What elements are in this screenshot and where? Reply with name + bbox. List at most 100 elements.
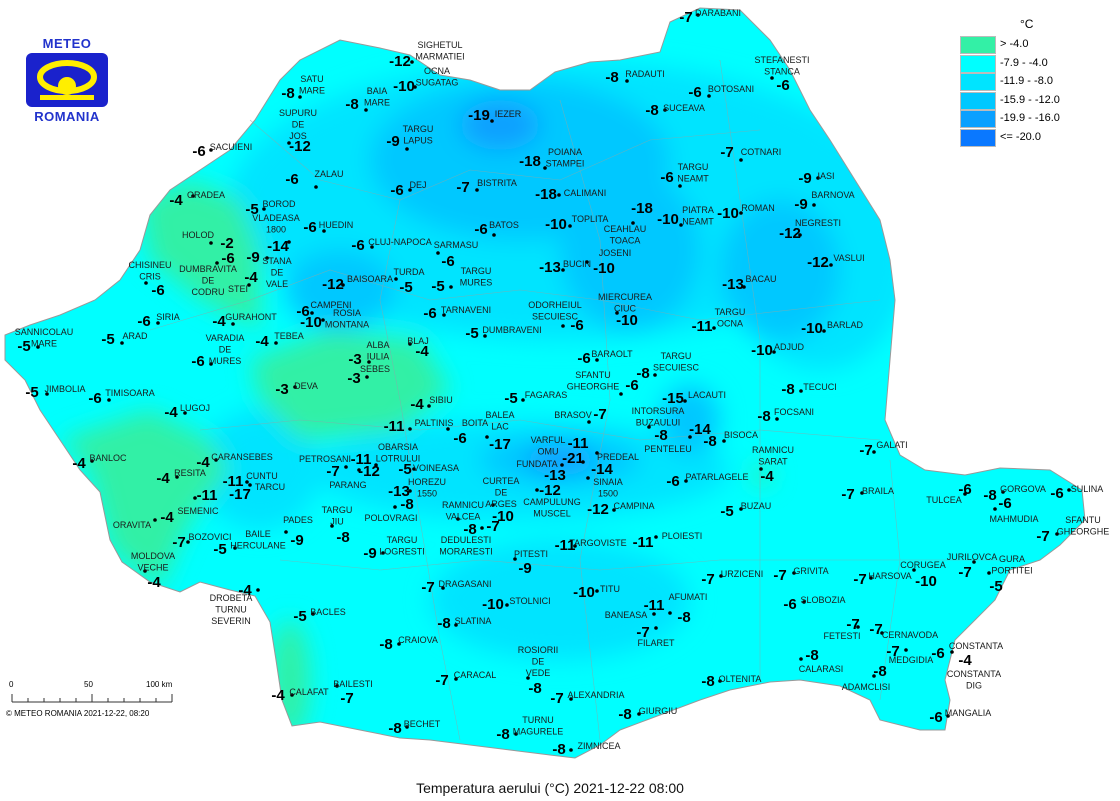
station-temperature: -4 <box>238 582 252 599</box>
station-name-line: BOZOVICI <box>188 532 231 542</box>
station-name-line: CEAHLAU <box>604 224 647 234</box>
station-name-line: VALCEA <box>446 512 481 522</box>
station-dot <box>245 480 249 484</box>
station-name-line: PARANG <box>329 480 366 490</box>
station: CORUGEA -10 <box>900 560 946 590</box>
station-name: BAILESTI <box>333 679 373 689</box>
station: TARGU NEAMT -6 <box>660 162 709 188</box>
station-dot <box>293 385 297 389</box>
station: DUMBRAVITA DE CODRU -6 <box>179 250 237 297</box>
station: BUZAU -5 <box>720 501 771 520</box>
station-temperature: -11 <box>555 537 576 554</box>
station-name-line: RAMNICU <box>442 500 484 510</box>
station-name-line: RADAUTI <box>625 69 665 79</box>
station-name: TIMISOARA <box>105 388 155 398</box>
station-temperature: -18 <box>519 153 541 170</box>
station-name-line: POLOVRAGI <box>364 513 417 523</box>
station: SATU MARE -8 <box>281 74 325 102</box>
station-name-line: BAISOARA <box>347 274 393 284</box>
station-name-line: MURES <box>209 356 242 366</box>
station: DARABANI-7 <box>679 8 741 26</box>
station-dot <box>872 674 876 678</box>
station-dot <box>446 427 450 431</box>
station-name-line: TARGU <box>661 351 692 361</box>
station-name-line: LAC <box>491 422 509 432</box>
station-temperature: -6 <box>351 237 364 254</box>
station-name: DRAGASANI <box>438 579 491 589</box>
temperature-zone <box>200 410 320 530</box>
station-name: TARNAVENI <box>441 305 491 315</box>
station-name: JURILOVCA <box>947 552 998 562</box>
station: BACAU-13 <box>722 274 776 293</box>
station-temperature: -5 <box>25 384 38 401</box>
station: SFANTU GHEORGHE -6 <box>567 370 639 396</box>
station-name-line: CODRU <box>192 287 225 297</box>
station-name-line: SATU <box>300 74 323 84</box>
station-name-line: GHEORGHE <box>1057 527 1110 537</box>
station-temperature: -5 <box>465 325 478 342</box>
station-temperature: -7 <box>172 534 185 551</box>
logo-bottom-text: ROMANIA <box>34 109 100 124</box>
station-name-line: STOLNICI <box>509 596 550 606</box>
station: MEDGIDIA-7 <box>886 643 933 665</box>
station-temperature: -4 <box>255 333 269 350</box>
station-name-line: MUSCEL <box>533 509 571 519</box>
station-temperature: -10 <box>300 314 322 331</box>
station: MAHMUDIA -6 <box>990 495 1039 524</box>
station-temperature: -7 <box>1036 528 1049 545</box>
station-name-line: LAPUS <box>403 136 433 146</box>
station-temperature: -8 <box>636 365 649 382</box>
station-dot <box>798 233 802 237</box>
station-temperature: -9 <box>246 249 259 266</box>
station-name-line: FAGARAS <box>525 390 568 400</box>
station: DROBETA TURNU SEVERIN -4 <box>210 582 260 626</box>
station-name: BISOCA <box>724 430 758 440</box>
station-name: ARAD <box>122 331 148 341</box>
station-dot <box>262 207 266 211</box>
station-name: TARGU SECUIESC <box>653 351 700 373</box>
station-temperature: -5 <box>504 390 517 407</box>
station-dot <box>561 268 565 272</box>
station-name-line: BANEASA <box>605 610 648 620</box>
station: URZICENI -7 <box>701 569 763 588</box>
station-dot <box>872 450 876 454</box>
station-name: TARGU OCNA <box>715 307 746 329</box>
scale-label-0: 0 <box>9 680 14 689</box>
station-temperature: -10 <box>616 312 638 329</box>
station-name-line: BUZAULUI <box>636 418 681 428</box>
station-temperature: -11 <box>384 418 405 435</box>
station-temperature: -7 <box>486 518 499 535</box>
station-dot <box>637 712 641 716</box>
station-name: BOITA <box>462 418 488 428</box>
station-temperature: -12 <box>539 482 561 499</box>
station-name-line: JOS <box>289 131 307 141</box>
station-name: BACAU <box>745 274 776 284</box>
station-dot <box>357 468 361 472</box>
station: DEJ -6 <box>390 180 426 199</box>
station-temperature: -10 <box>717 205 739 222</box>
station-name: CARACAL <box>454 670 497 680</box>
station-name: CAMPENI <box>310 300 351 310</box>
station-name-line: RESITA <box>174 468 206 478</box>
station: GURA PORTITEI -5 <box>987 554 1033 595</box>
station: OLTENITA -8 <box>701 673 761 690</box>
station-name: TURDA <box>394 267 425 277</box>
station-name-line: SECUIESC <box>532 312 579 322</box>
station: CERNAVODA-7 <box>869 621 938 640</box>
station-temperature: -8 <box>618 706 631 723</box>
station-name: CHISINEU CRIS <box>128 260 171 282</box>
station-name: DEDULESTI MORARESTI <box>439 535 493 557</box>
station-name-line: DE <box>292 120 305 130</box>
station-name-line: IASI <box>817 171 834 181</box>
station: VASLUI -12 <box>807 253 865 271</box>
station-name-line: TARGU <box>403 124 434 134</box>
station: RAMNICU VALCEA-8 <box>442 500 484 538</box>
station-temperature: -4 <box>160 509 174 526</box>
station-dot <box>475 188 479 192</box>
station-temperature: -9 <box>363 545 376 562</box>
station-dot <box>120 341 124 345</box>
station-name-line: JURILOVCA <box>947 552 998 562</box>
station-name-line: DE <box>495 488 508 498</box>
station-dot <box>993 507 997 511</box>
station-name: TARGU LAPUS <box>403 124 434 146</box>
